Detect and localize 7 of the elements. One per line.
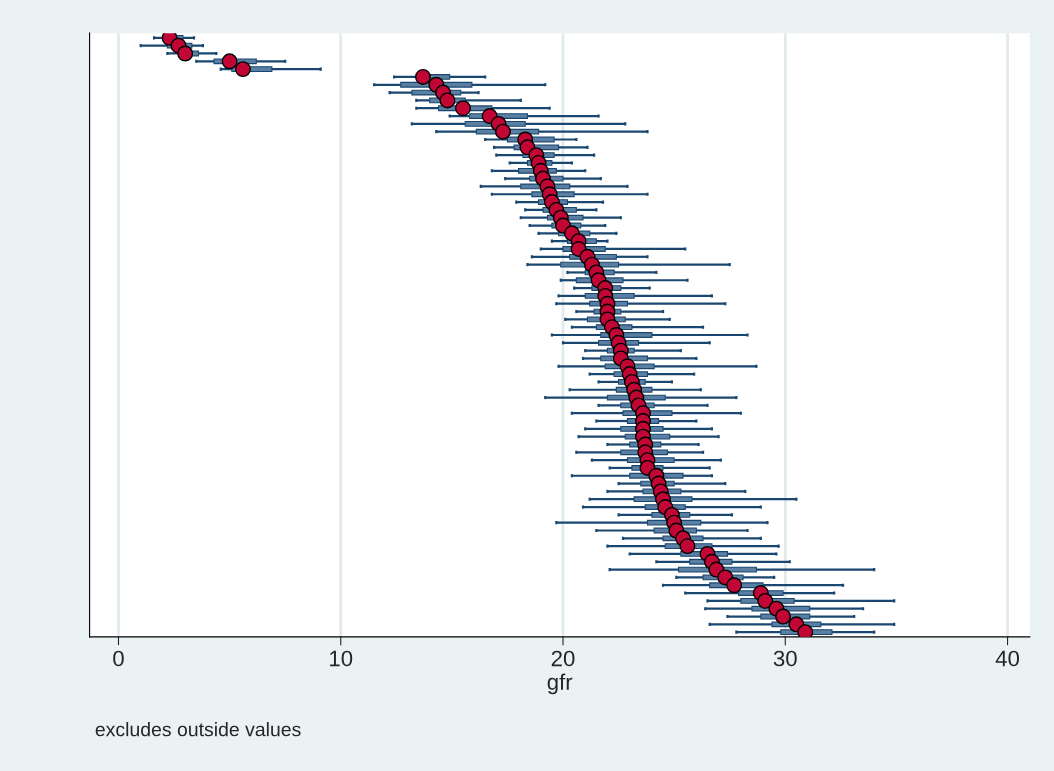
x-tick-label: 0 <box>113 650 124 667</box>
x-tick-label: 20 <box>551 650 575 667</box>
x-axis-title: gfr <box>547 673 573 695</box>
x-tick-label: 30 <box>773 650 797 667</box>
x-tick-label: 40 <box>995 650 1020 667</box>
x-tick-label: 10 <box>330 650 353 667</box>
text: excludes outside values <box>95 722 301 737</box>
